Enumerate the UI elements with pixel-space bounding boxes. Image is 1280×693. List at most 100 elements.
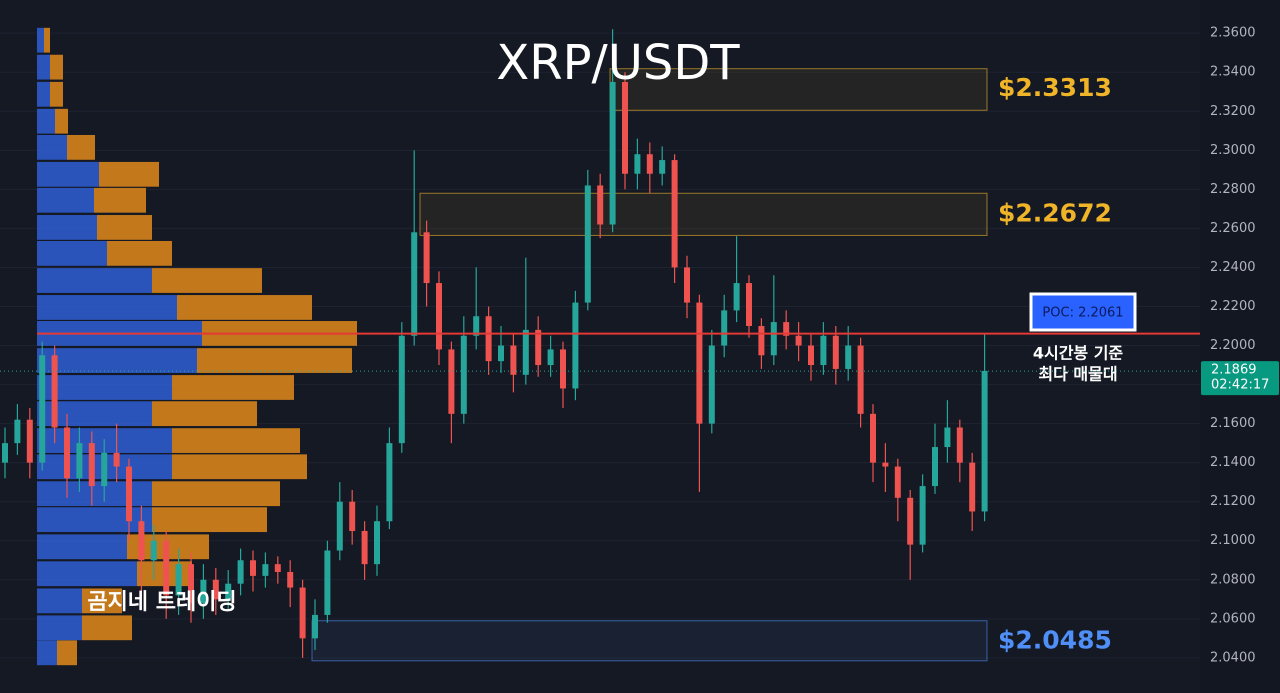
candle-body [708, 345, 715, 424]
candle-body [274, 564, 281, 572]
candle-body [398, 335, 405, 444]
profile-buy [37, 54, 50, 80]
candle-body [188, 564, 194, 604]
profile-buy [37, 534, 127, 560]
candle-body [832, 335, 839, 369]
profile-sell [67, 134, 95, 160]
candle-body [138, 521, 145, 561]
zone-label: $2.2672 [998, 198, 1112, 227]
candle-body [287, 571, 294, 588]
candle-body [820, 335, 827, 366]
candle-body [312, 614, 318, 639]
profile-buy [37, 348, 197, 373]
candle-body [349, 501, 356, 531]
candle-body [250, 560, 256, 576]
candle-body [26, 419, 33, 463]
candle-body [163, 540, 170, 596]
profile-buy [37, 134, 67, 160]
zone-box [609, 68, 988, 111]
candle-body [944, 427, 951, 448]
candle-body [547, 349, 554, 366]
candle-body [64, 427, 70, 479]
annotation: 최다 매물대 [1038, 365, 1117, 384]
watermark: 곰지네 트레이딩 [87, 590, 236, 615]
candle-body [572, 302, 579, 389]
candle-body [907, 497, 914, 545]
candle-body [361, 530, 368, 565]
profile-sell [152, 401, 257, 427]
candle-body [770, 322, 777, 356]
y-tick-label: 2.2800 [1210, 182, 1256, 197]
candle-body [386, 443, 393, 522]
profile-sell [82, 588, 122, 614]
y-tick-label: 2.2400 [1210, 260, 1256, 275]
profile-sell [50, 54, 63, 80]
profile-buy [37, 187, 94, 213]
candle-body [237, 560, 244, 584]
candle-body [659, 160, 666, 174]
candle-body [535, 329, 542, 366]
profile-buy [37, 268, 152, 293]
y-tick-label: 2.0600 [1210, 611, 1256, 626]
y-tick-label: 2.0400 [1210, 650, 1256, 665]
candle-body [932, 447, 938, 487]
candle-body [374, 521, 380, 565]
candle-body [2, 443, 8, 463]
y-tick-label: 2.0800 [1210, 572, 1256, 587]
candle-body [299, 587, 306, 639]
profile-sell [152, 507, 267, 533]
candle-body [498, 345, 504, 362]
candle-body [101, 452, 108, 487]
profile-buy [37, 375, 172, 400]
profile-sell [44, 27, 50, 53]
candle-body [894, 466, 901, 498]
profile-sell [55, 108, 68, 134]
y-tick-label: 2.3200 [1210, 104, 1256, 119]
candle-body [919, 486, 926, 545]
y-tick-label: 2.2200 [1210, 299, 1256, 314]
profile-buy [37, 640, 57, 666]
profile-sell [99, 161, 159, 187]
candle-body [746, 283, 752, 327]
annotation: 4시간봉 기준 [1033, 344, 1124, 363]
profile-sell [82, 615, 132, 641]
candle-body [51, 355, 58, 428]
profile-buy [37, 588, 82, 614]
candle-body [39, 355, 46, 463]
candle-body [126, 466, 132, 522]
profile-buy [37, 240, 107, 266]
candle-body [485, 316, 492, 362]
candle-body [981, 370, 988, 512]
candle-body [510, 345, 517, 375]
poc-label: POC: 2.2061 [1042, 306, 1123, 321]
candle-body [473, 316, 480, 336]
y-tick-label: 2.2600 [1210, 221, 1256, 236]
candle-body [671, 160, 678, 268]
profile-buy [37, 108, 55, 134]
candle-body [845, 345, 852, 369]
y-tick-label: 2.1400 [1210, 455, 1256, 470]
candle-body [646, 154, 653, 174]
price-axis-bg [1200, 0, 1280, 693]
profile-sell [152, 268, 262, 293]
candle-body [609, 81, 616, 225]
profile-sell [107, 240, 172, 266]
candle-body [336, 501, 343, 551]
candle-body [200, 579, 207, 604]
profile-sell [152, 481, 280, 507]
y-tick-label: 2.1000 [1210, 533, 1256, 548]
profile-sell [172, 428, 300, 453]
profile-sell [97, 215, 152, 240]
candle-body [783, 322, 790, 336]
candle-body [262, 564, 269, 576]
candle-body [956, 427, 963, 463]
y-tick-label: 2.3600 [1210, 26, 1256, 41]
profile-sell [197, 348, 352, 373]
candle-body [733, 283, 740, 311]
candle-body [795, 335, 802, 346]
countdown: 02:42:17 [1211, 378, 1269, 393]
profile-buy [37, 81, 50, 107]
candle-body [88, 443, 95, 487]
